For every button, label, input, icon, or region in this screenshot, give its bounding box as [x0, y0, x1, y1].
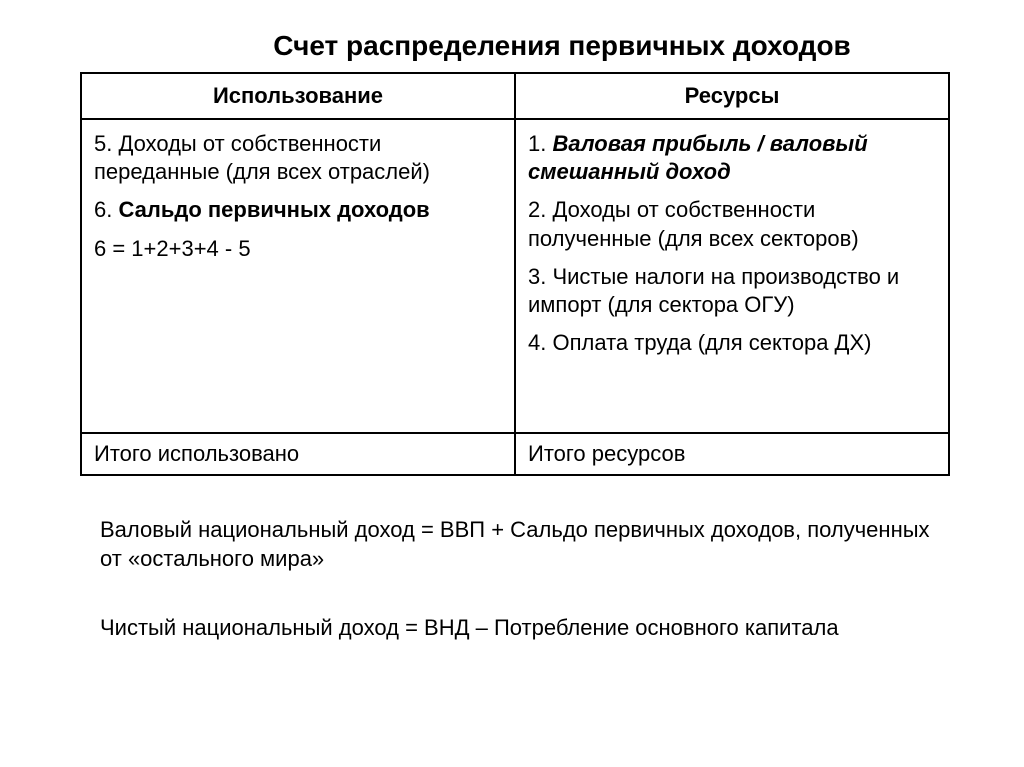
total-resources: Итого ресурсов	[515, 433, 949, 475]
usage-item-6: 6. Сальдо первичных доходов	[94, 196, 504, 224]
resource-item-4: 4. Оплата труда (для сектора ДХ)	[528, 329, 938, 357]
table-body-row: 5. Доходы от собственности переданные (д…	[81, 119, 949, 433]
total-usage: Итого использовано	[81, 433, 515, 475]
note-gni: Валовый национальный доход = ВВП + Сальд…	[100, 516, 940, 573]
cell-resources: 1. Валовая прибыль / валовый смешанный д…	[515, 119, 949, 433]
resource-item-1-num: 1.	[528, 131, 552, 156]
note-nni: Чистый национальный доход = ВНД – Потреб…	[100, 614, 940, 643]
resource-item-2: 2. Доходы от собственности полученные (д…	[528, 196, 938, 252]
usage-item-5: 5. Доходы от собственности переданные (д…	[94, 130, 504, 186]
cell-usage: 5. Доходы от собственности переданные (д…	[81, 119, 515, 433]
table-header-row: Использование Ресурсы	[81, 73, 949, 119]
resource-item-3: 3. Чистые налоги на производство и импор…	[528, 263, 938, 319]
page-title: Счет распределения первичных доходов	[80, 30, 964, 62]
table-totals-row: Итого использовано Итого ресурсов	[81, 433, 949, 475]
page: Счет распределения первичных доходов Исп…	[0, 0, 1024, 712]
accounts-table: Использование Ресурсы 5. Доходы от собст…	[80, 72, 950, 476]
resource-item-1: 1. Валовая прибыль / валовый смешанный д…	[528, 130, 938, 186]
header-usage: Использование	[81, 73, 515, 119]
usage-formula: 6 = 1+2+3+4 - 5	[94, 235, 504, 263]
usage-item-6-num: 6.	[94, 197, 118, 222]
notes-block: Валовый национальный доход = ВВП + Сальд…	[100, 516, 940, 642]
header-resources: Ресурсы	[515, 73, 949, 119]
usage-item-6-text: Сальдо первичных доходов	[118, 197, 429, 222]
resource-item-1-text: Валовая прибыль / валовый смешанный дохо…	[528, 131, 868, 184]
